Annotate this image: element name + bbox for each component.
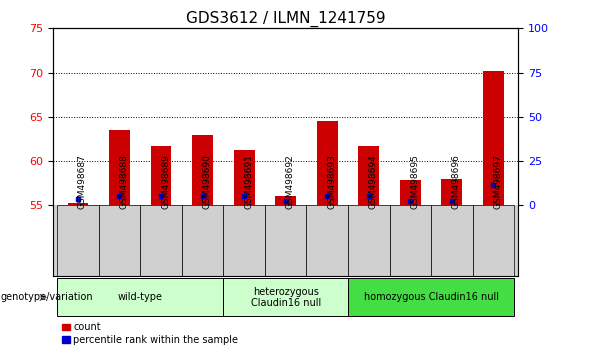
Text: genotype/variation: genotype/variation: [1, 292, 93, 302]
Text: GSM498690: GSM498690: [203, 154, 211, 209]
FancyBboxPatch shape: [57, 205, 99, 276]
Point: [447, 198, 456, 204]
FancyBboxPatch shape: [389, 205, 431, 276]
Bar: [151, 146, 171, 205]
FancyBboxPatch shape: [223, 278, 348, 316]
Bar: [358, 146, 379, 205]
FancyBboxPatch shape: [182, 205, 223, 276]
FancyBboxPatch shape: [99, 205, 140, 276]
Point: [323, 193, 332, 198]
Text: GSM498689: GSM498689: [161, 154, 170, 209]
FancyBboxPatch shape: [140, 205, 182, 276]
Point: [239, 194, 249, 199]
Bar: [483, 71, 504, 205]
Text: GSM498688: GSM498688: [120, 154, 128, 209]
FancyBboxPatch shape: [348, 278, 514, 316]
Text: GSM498697: GSM498697: [494, 154, 502, 209]
FancyBboxPatch shape: [57, 278, 223, 316]
Point: [115, 193, 124, 198]
Text: GSM498695: GSM498695: [411, 154, 419, 209]
Text: GSM498693: GSM498693: [327, 154, 336, 209]
Point: [156, 194, 166, 199]
Text: GSM498691: GSM498691: [244, 154, 253, 209]
Bar: [317, 121, 337, 205]
Bar: [234, 150, 254, 205]
Point: [489, 182, 498, 188]
Point: [198, 193, 207, 198]
Bar: [400, 179, 421, 205]
Point: [364, 194, 373, 199]
Point: [73, 196, 82, 202]
Text: GSM498694: GSM498694: [369, 154, 378, 209]
Bar: [68, 202, 88, 205]
Text: heterozygous
Claudin16 null: heterozygous Claudin16 null: [250, 286, 321, 308]
FancyBboxPatch shape: [223, 205, 265, 276]
FancyBboxPatch shape: [265, 205, 306, 276]
FancyBboxPatch shape: [348, 205, 389, 276]
FancyBboxPatch shape: [306, 205, 348, 276]
Bar: [192, 135, 213, 205]
Text: homozygous Claudin16 null: homozygous Claudin16 null: [363, 292, 498, 302]
Bar: [109, 130, 130, 205]
Text: GSM498696: GSM498696: [452, 154, 461, 209]
FancyBboxPatch shape: [431, 205, 472, 276]
Bar: [275, 196, 296, 205]
Title: GDS3612 / ILMN_1241759: GDS3612 / ILMN_1241759: [186, 11, 385, 27]
Point: [406, 198, 415, 204]
Text: wild-type: wild-type: [118, 292, 163, 302]
Point: [281, 198, 290, 204]
Text: GSM498687: GSM498687: [78, 154, 87, 209]
FancyBboxPatch shape: [472, 205, 514, 276]
Text: GSM498692: GSM498692: [286, 154, 294, 209]
Legend: count, percentile rank within the sample: count, percentile rank within the sample: [58, 319, 242, 349]
Bar: [442, 179, 462, 205]
